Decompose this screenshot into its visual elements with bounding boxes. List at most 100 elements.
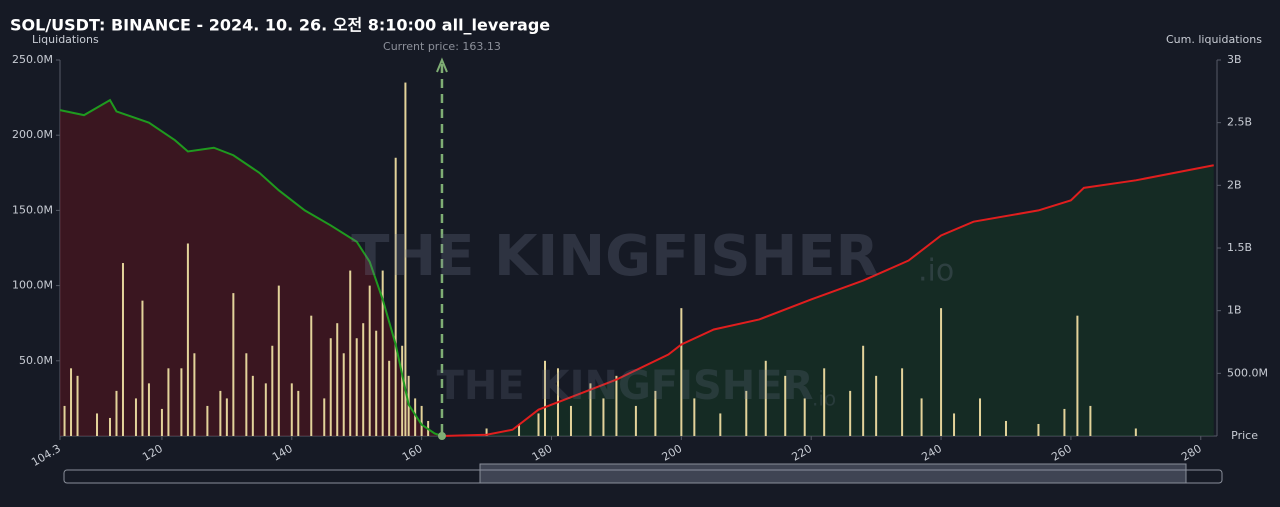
cumulative-area — [441, 165, 1214, 436]
bar — [180, 368, 183, 436]
bar — [264, 383, 267, 436]
y2-tick-label: 1.5B — [1227, 241, 1252, 254]
bar — [420, 405, 423, 436]
bar — [784, 375, 787, 436]
bar — [693, 398, 696, 436]
y2-tick-label: 3B — [1227, 53, 1242, 66]
scrollbar-thumb[interactable] — [479, 463, 1187, 484]
bar — [745, 390, 748, 436]
bar — [518, 423, 521, 436]
bar — [485, 428, 488, 436]
bar — [186, 243, 189, 436]
bar — [121, 263, 124, 436]
watermark: THE KINGFISHER — [351, 224, 879, 289]
watermark-suffix: .io — [918, 254, 954, 289]
bar — [823, 368, 826, 436]
bar — [953, 413, 956, 436]
chart-title: SOL/USDT: BINANCE - 2024. 10. 26. 오전 8:1… — [10, 16, 550, 35]
bar — [537, 413, 540, 436]
x-axis-label: Price — [1231, 429, 1258, 442]
bar — [602, 398, 605, 436]
watermark: THE KINGFISHER — [437, 363, 814, 409]
bar — [1089, 405, 1092, 436]
bar — [271, 345, 274, 436]
bar — [368, 285, 371, 436]
current-price-arrow — [436, 57, 448, 73]
y-tick-label: 150.0M — [12, 203, 53, 216]
bar — [680, 308, 683, 436]
bar — [225, 398, 228, 436]
bar — [147, 383, 150, 436]
bar — [1063, 408, 1066, 436]
bar — [115, 390, 118, 436]
current-price-label: Current price: 163.13 — [383, 40, 501, 53]
y2-tick-label: 500.0M — [1227, 366, 1268, 379]
bar — [544, 360, 547, 436]
y-tick-label: 100.0M — [12, 279, 53, 292]
bar — [654, 390, 657, 436]
cumulative-line — [59, 98, 443, 437]
bar — [134, 398, 137, 436]
y-tick-label: 250.0M — [12, 53, 53, 66]
bar — [63, 405, 66, 436]
bar — [862, 345, 865, 436]
bar — [290, 383, 293, 436]
bar — [323, 398, 326, 436]
bar — [901, 368, 904, 436]
bar — [336, 323, 339, 436]
bar — [589, 383, 592, 436]
y-axis-label: Liquidations — [32, 33, 99, 46]
bar — [920, 398, 923, 436]
bar — [1004, 420, 1007, 436]
bar — [1134, 428, 1137, 436]
bar — [310, 315, 313, 436]
bar — [394, 157, 397, 436]
bar — [404, 82, 407, 436]
y2-tick-label: 1B — [1227, 304, 1242, 317]
bar — [70, 368, 73, 436]
bar — [329, 338, 332, 436]
bar — [76, 375, 79, 436]
bar — [297, 390, 300, 436]
bar — [401, 345, 404, 436]
bar — [349, 270, 352, 436]
cumulative-line — [441, 164, 1214, 437]
y2-tick-label: 2B — [1227, 178, 1242, 191]
bar — [634, 405, 637, 436]
y2-tick-label: 2.5B — [1227, 116, 1252, 129]
bar — [277, 285, 280, 436]
bar — [167, 368, 170, 436]
bar — [979, 398, 982, 436]
bar — [381, 270, 384, 436]
y-tick-label: 50.0M — [19, 354, 53, 367]
bar — [193, 353, 196, 436]
bar — [355, 338, 358, 436]
bar — [219, 390, 222, 436]
bar — [362, 323, 365, 436]
bar — [414, 398, 417, 436]
plot-area: 50.0M 100.0M 150.0M 200.0M 250.0M 500.0M 1B 1.5… — [12, 40, 1268, 469]
bar — [615, 375, 618, 436]
bar — [940, 308, 943, 436]
bar — [875, 375, 878, 436]
bar — [849, 390, 852, 436]
bar — [1076, 315, 1079, 436]
bar — [803, 398, 806, 436]
bar — [108, 417, 111, 436]
y2-axis-label: Cum. liquidations — [1166, 33, 1262, 46]
bar — [232, 293, 235, 436]
bar — [1037, 423, 1040, 436]
watermark-suffix: .io — [812, 387, 836, 411]
bar — [388, 360, 391, 436]
bar — [569, 405, 572, 436]
cumulative-area — [60, 100, 442, 437]
current-price-dot — [437, 432, 446, 440]
bar — [245, 353, 248, 436]
bar — [251, 375, 254, 436]
bar — [764, 360, 767, 436]
bar — [160, 408, 163, 436]
bar — [342, 353, 345, 436]
bar — [206, 405, 209, 436]
bar — [141, 300, 144, 436]
